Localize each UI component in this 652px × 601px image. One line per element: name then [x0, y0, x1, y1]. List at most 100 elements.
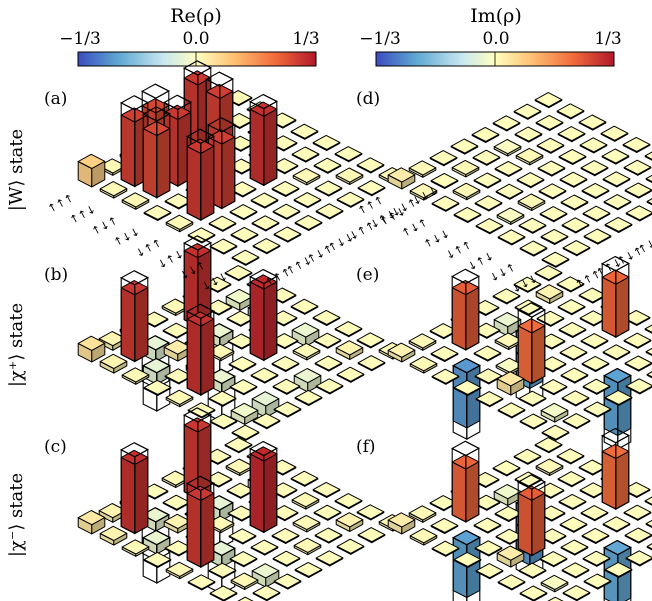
bar-c-r0-c4 [161, 470, 190, 488]
basis-label-row-d-4: ↓↑↑ [443, 238, 474, 262]
panel-label-e: (e) [356, 265, 379, 285]
bar-e-r2-c6 [557, 299, 586, 316]
bar-a-r5-c5 [292, 167, 321, 186]
bar-d-r5-c0 [497, 229, 526, 246]
bar-e-r5-c7 [644, 324, 652, 334]
bar-c-r6-c3 [272, 550, 301, 567]
bar-b-r6-c3 [272, 378, 301, 395]
bar-f-r7-c0 [547, 596, 564, 601]
bar-c-r5-c1 [208, 562, 237, 579]
bar-e-r7-c2 [583, 401, 612, 418]
ideal-bar-a-r2-c1 [142, 106, 171, 199]
bar-f-r1-c3 [472, 494, 501, 511]
bar-f-r0-c1 [408, 505, 437, 523]
bar-b-r6-c6 [335, 340, 364, 360]
bar-d-r7-c0 [541, 251, 570, 268]
bar-f-r5-c1 [518, 562, 547, 579]
basis-label-row-d-6: ↓↓↑ [487, 260, 518, 284]
bar-e-r7-c5 [646, 371, 652, 379]
bar-f-r2-c0 [431, 540, 460, 557]
bar-c-r4-c3 [228, 528, 257, 545]
bar-d-r6-c4 [603, 194, 632, 211]
basis-label-row-a-5: ↓↑↓ [155, 247, 186, 271]
bar-b-r7-c5 [336, 366, 365, 383]
bar-f-r5-c4 [581, 527, 610, 544]
bar-f-r6-c6 [645, 519, 652, 529]
bar-a-r5-c4 [271, 180, 300, 197]
bar-a-r4-c5 [270, 158, 299, 175]
bar-b-r7-c2 [273, 401, 302, 418]
bar-e-r1-c1 [430, 345, 459, 362]
bar-b-r7-c6 [357, 355, 386, 372]
bar-a-r6-c6 [335, 167, 364, 185]
bar-f-r3-c5 [558, 493, 587, 510]
ideal-bar-e-r4-c6 [601, 255, 630, 339]
bar-d-r6-c6 [645, 174, 652, 184]
panel-label-d: (d) [356, 89, 380, 109]
bar-e-r4-c4 [559, 344, 588, 361]
bar-d-r3-c6 [579, 137, 608, 154]
bar-b-r7-c0 [231, 424, 260, 441]
bar-b-r5-c3 [250, 367, 279, 384]
bar-c-r0-c0 [77, 510, 106, 535]
ideal-bar-e-r4-c2 [517, 302, 546, 385]
bar-e-r0-c7 [534, 265, 563, 282]
bar-c-r5-c4 [271, 527, 300, 544]
bar-c-r6-c5 [314, 527, 343, 544]
bar-d-r1-c3 [472, 149, 501, 166]
bar-c-r7-c2 [273, 573, 302, 590]
bar-c-r1-c0 [99, 525, 128, 546]
bar-f-r5-c5 [602, 516, 631, 533]
bar-c-r7-c6 [357, 527, 386, 544]
basis-label-row-d-5: ↓↑↓ [465, 249, 496, 273]
bar-f-r3-c0 [453, 551, 482, 568]
bar-f-r0-c0 [387, 512, 416, 535]
bar-b-r5-c1 [208, 390, 237, 407]
bar-d-r5-c7 [644, 151, 652, 161]
bar-d-r4-c5 [580, 160, 609, 177]
bar-f-r6-c0 [519, 585, 548, 601]
bar-d-r3-c7 [600, 125, 629, 142]
bar-f-r1-c0 [409, 528, 438, 546]
ideal-bar-b-r1-c1 [120, 270, 149, 363]
bar-c-r5-c6 [313, 504, 342, 521]
bar-f-r2-c5 [536, 482, 565, 499]
bar-b-r5-c2 [229, 379, 258, 396]
bar-f-r5-c2 [539, 551, 568, 568]
bar-d-r1-c1 [430, 172, 459, 189]
bar-d-r5-c4 [581, 182, 610, 199]
bar-b-r2-c0 [121, 367, 150, 385]
bar-d-r5-c5 [602, 171, 631, 188]
bar-b-r0-c7 [224, 265, 253, 282]
bar-d-r1-c6 [535, 114, 564, 131]
bar-a-r3-c1 [164, 193, 193, 210]
bar-f-r7-c4 [625, 550, 652, 567]
bar-d-r3-c4 [537, 160, 566, 177]
bar-d-r3-c1 [474, 195, 503, 212]
colorbar-im-tick-mid: 0.0 [482, 29, 509, 49]
bar-c-r5-c2 [229, 551, 258, 568]
bar-c-r6-c0 [209, 585, 238, 601]
bar-c-r5-c7 [334, 493, 363, 510]
bar-b-r6-c4 [293, 368, 322, 393]
bar-e-r0-c1 [408, 333, 437, 351]
panel-f-bars [387, 427, 652, 601]
bar-d-r4-c7 [622, 136, 651, 153]
bar-e-r5-c4 [581, 355, 610, 372]
bar-c-r4-c7 [312, 481, 341, 498]
bar-f-r7-c1 [562, 585, 591, 601]
colorbar-im-tick-min: −1/3 [359, 29, 401, 49]
bar-f-r1-c5 [514, 471, 543, 488]
panel-label-a: (a) [44, 89, 67, 109]
bar-f-r5-c0 [497, 574, 526, 591]
ideal-bar-b-r4-c1 [186, 303, 215, 397]
bar-e-r5-c6 [623, 332, 652, 349]
bar-e-r5-c5 [602, 344, 631, 361]
bar-a-r7-c5 [336, 191, 365, 208]
bar-c-r3-c7 [290, 470, 319, 487]
bar-f-r4-c1 [496, 545, 525, 568]
ideal-bar-e-r1-c2 [451, 268, 480, 351]
bar-f-r7-c3 [604, 561, 633, 578]
bar-a-r4-c6 [291, 146, 320, 163]
bar-d-r2-c5 [536, 137, 565, 154]
